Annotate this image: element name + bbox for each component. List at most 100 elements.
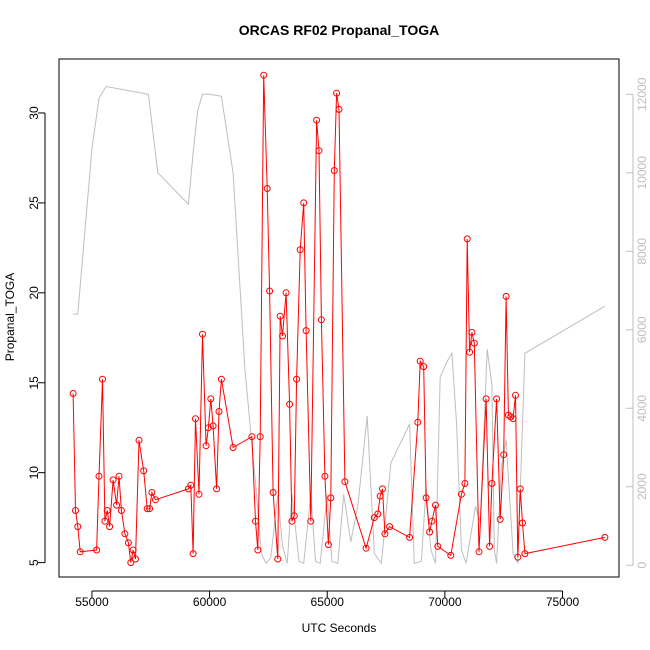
data-point — [189, 550, 197, 558]
data-point — [124, 539, 132, 547]
data-point — [426, 528, 434, 536]
x-tick-label: 70000 — [428, 595, 462, 609]
data-point — [317, 316, 325, 324]
y-tick-label: 10 — [27, 466, 41, 480]
data-point — [93, 546, 101, 554]
data-point — [143, 505, 151, 513]
data-point — [184, 485, 192, 493]
data-point — [266, 287, 274, 295]
data-point — [327, 494, 335, 502]
data-point — [76, 548, 84, 556]
data-point — [341, 478, 349, 486]
data-point — [256, 433, 264, 441]
plot-frame — [58, 58, 620, 578]
x-tick-label: 55000 — [75, 595, 109, 609]
data-point — [461, 480, 469, 487]
data-point — [290, 512, 298, 520]
data-point — [307, 517, 315, 525]
data-point — [406, 533, 414, 541]
data-point — [463, 235, 471, 243]
axes-layer: 55000 60000 65000 70000 75000 5 10 15 20 25 30 0 200… — [27, 77, 649, 609]
y2-tick-label: 0 — [635, 562, 649, 569]
data-point — [217, 375, 225, 383]
data-point — [496, 515, 504, 523]
data-point — [457, 490, 465, 498]
data-point — [416, 357, 424, 365]
y2-tick-label: 8000 — [635, 238, 649, 265]
data-point — [466, 348, 474, 356]
data-point — [207, 395, 215, 403]
y2-tick-label: 6000 — [635, 316, 649, 343]
data-point — [248, 433, 256, 441]
primary-series-layer — [69, 71, 609, 567]
data-point — [507, 413, 515, 421]
chart-title: ORCAS RF02 Propanal_TOGA — [239, 22, 439, 38]
data-point — [106, 523, 114, 531]
data-point — [482, 395, 490, 403]
data-point — [279, 332, 286, 340]
data-point — [362, 544, 370, 552]
data-point — [300, 199, 308, 207]
data-point — [213, 485, 221, 493]
data-point — [72, 507, 79, 514]
data-point — [215, 408, 223, 415]
y2-tick-label: 12000 — [635, 77, 649, 111]
data-point — [420, 363, 428, 371]
data-point — [229, 444, 237, 451]
data-point — [199, 330, 206, 338]
data-point — [512, 391, 519, 399]
data-point — [468, 328, 476, 336]
data-point — [422, 494, 430, 502]
data-point — [252, 517, 259, 525]
data-point — [428, 517, 436, 525]
data-point — [296, 246, 304, 254]
y-tick-label: 15 — [27, 376, 41, 390]
data-point — [521, 550, 529, 558]
data-point — [302, 327, 310, 335]
data-point — [516, 485, 524, 493]
data-point — [519, 519, 526, 527]
data-point — [269, 489, 277, 496]
data-point — [475, 548, 483, 556]
x-tick-label: 65000 — [311, 595, 345, 609]
data-point — [103, 507, 111, 514]
data-point — [286, 400, 294, 408]
data-point — [370, 514, 378, 522]
data-point — [204, 424, 212, 432]
data-point — [202, 442, 210, 450]
data-point — [74, 523, 82, 531]
data-point — [117, 507, 125, 514]
data-point — [209, 422, 217, 430]
data-point — [152, 496, 159, 504]
data-point — [386, 523, 394, 531]
data-point — [132, 555, 139, 563]
data-point — [127, 559, 135, 567]
data-point — [146, 505, 154, 513]
data-point — [509, 415, 517, 423]
y-axis-label: Propanal_TOGA — [3, 273, 17, 362]
data-point — [321, 472, 329, 480]
y-tick-label: 20 — [27, 286, 41, 300]
data-point — [447, 551, 455, 559]
data-point — [601, 533, 609, 541]
data-point — [379, 485, 386, 493]
data-point — [99, 375, 106, 383]
secondary-series-layer — [73, 85, 606, 565]
data-point — [486, 542, 494, 550]
data-point — [500, 451, 508, 459]
data-point — [376, 492, 384, 500]
data-point — [140, 467, 148, 475]
x-tick-label: 75000 — [546, 595, 580, 609]
y2-tick-label: 2000 — [635, 473, 649, 500]
data-point — [192, 415, 199, 423]
y-tick-label: 30 — [27, 106, 41, 120]
data-point — [315, 147, 323, 155]
y-tick-label: 5 — [27, 559, 41, 566]
data-point — [493, 395, 501, 403]
data-point — [381, 530, 389, 538]
data-point — [195, 490, 203, 498]
data-point — [432, 501, 439, 509]
data-point — [324, 541, 332, 549]
